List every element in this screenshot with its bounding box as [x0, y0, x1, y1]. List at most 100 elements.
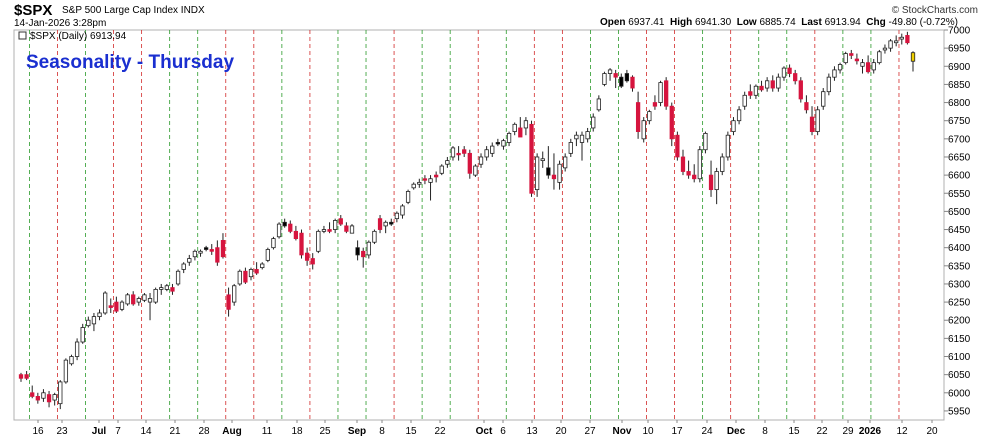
- y-tick-label: 6750: [948, 116, 971, 127]
- candle-body: [187, 258, 192, 263]
- candle-body: [764, 80, 770, 89]
- candle-body: [46, 394, 52, 403]
- candle-body: [478, 156, 484, 165]
- candle-body: [697, 149, 702, 180]
- candle: [602, 71, 607, 87]
- candle: [759, 80, 764, 92]
- candle-body: [282, 221, 287, 227]
- candle-body: [142, 294, 147, 301]
- candle-body: [899, 36, 904, 40]
- candle: [473, 164, 478, 177]
- candle: [742, 91, 747, 110]
- candle-body: [41, 392, 46, 399]
- candle-body: [826, 76, 831, 93]
- candle: [74, 338, 80, 361]
- candle-body: [226, 294, 231, 310]
- candle-body: [501, 140, 506, 147]
- candle-body: [905, 35, 910, 44]
- candle-body: [91, 316, 97, 325]
- candle: [170, 283, 175, 295]
- candle: [422, 175, 428, 185]
- candle: [108, 298, 113, 313]
- candle-body: [153, 288, 158, 303]
- y-tick-label: 6050: [948, 370, 971, 381]
- candle: [837, 62, 843, 74]
- candle: [658, 80, 663, 107]
- candle: [568, 138, 573, 157]
- candle: [18, 372, 24, 382]
- candle: [764, 77, 770, 92]
- candle-body: [506, 132, 512, 143]
- brand-credit: © StockCharts.com: [891, 5, 978, 16]
- candle: [293, 225, 299, 241]
- x-tick-label: 13: [526, 426, 538, 437]
- candle: [91, 312, 97, 332]
- y-tick-label: 6900: [948, 62, 971, 73]
- candle-body: [865, 62, 871, 73]
- x-tick-label: Aug: [222, 426, 241, 437]
- candle-body: [321, 229, 327, 232]
- low-value: 6885.74: [759, 17, 796, 28]
- y-tick-label: 6600: [948, 171, 971, 182]
- candle-body: [849, 53, 854, 56]
- candle-body: [299, 232, 304, 256]
- candle: [103, 291, 108, 315]
- candle: [226, 287, 231, 317]
- y-tick-label: 6950: [948, 44, 971, 55]
- y-tick-label: 6450: [948, 225, 971, 236]
- candle-body: [652, 102, 658, 107]
- candle-body: [557, 163, 562, 183]
- x-tick-label: 11: [262, 426, 273, 437]
- candle: [495, 138, 500, 147]
- candle: [344, 222, 349, 234]
- candle: [664, 77, 669, 110]
- candle-body: [495, 142, 500, 145]
- candle-body: [103, 292, 108, 314]
- candle-body: [35, 396, 40, 401]
- candle-body: [686, 171, 691, 176]
- candle: [843, 51, 848, 65]
- candle: [680, 149, 686, 176]
- candle-body: [372, 230, 377, 243]
- candle-body: [147, 298, 153, 303]
- candle-body: [574, 134, 579, 140]
- candle: [529, 120, 534, 197]
- y-axis: 5950 6000 6050 6100 6150 6200 6250 6300 6350 6400…: [944, 26, 971, 417]
- y-tick-label: 6350: [948, 261, 971, 272]
- candle-body: [607, 69, 613, 74]
- candle-body: [361, 250, 366, 258]
- candle: [450, 146, 456, 161]
- candle: [613, 69, 618, 89]
- y-tick-label: 6400: [948, 243, 971, 254]
- candle: [630, 75, 635, 92]
- candle: [377, 215, 383, 234]
- candle: [905, 31, 910, 45]
- candle: [248, 267, 254, 281]
- x-tick-label: 28: [198, 426, 210, 437]
- candle-body: [203, 247, 209, 250]
- candle: [63, 358, 69, 384]
- candle-body: [439, 165, 444, 174]
- candle-body: [809, 116, 815, 132]
- candle-body: [254, 269, 259, 274]
- x-tick-label: 10: [642, 426, 654, 437]
- candle: [585, 127, 590, 143]
- candle-body: [725, 134, 731, 158]
- candle-body: [523, 120, 529, 129]
- candle-body: [316, 230, 321, 252]
- candle: [434, 171, 439, 183]
- candle-body: [108, 305, 113, 308]
- candle-body: [243, 270, 248, 283]
- candle: [652, 95, 658, 110]
- high-label: High: [670, 17, 693, 28]
- y-tick-label: 6200: [948, 316, 971, 327]
- candle: [192, 249, 198, 261]
- candle: [888, 39, 893, 52]
- candle: [299, 229, 304, 259]
- y-tick-label: 7000: [948, 26, 971, 37]
- candle-body: [613, 73, 618, 78]
- candle-body: [271, 238, 276, 249]
- candle: [899, 33, 904, 45]
- candle: [181, 262, 186, 274]
